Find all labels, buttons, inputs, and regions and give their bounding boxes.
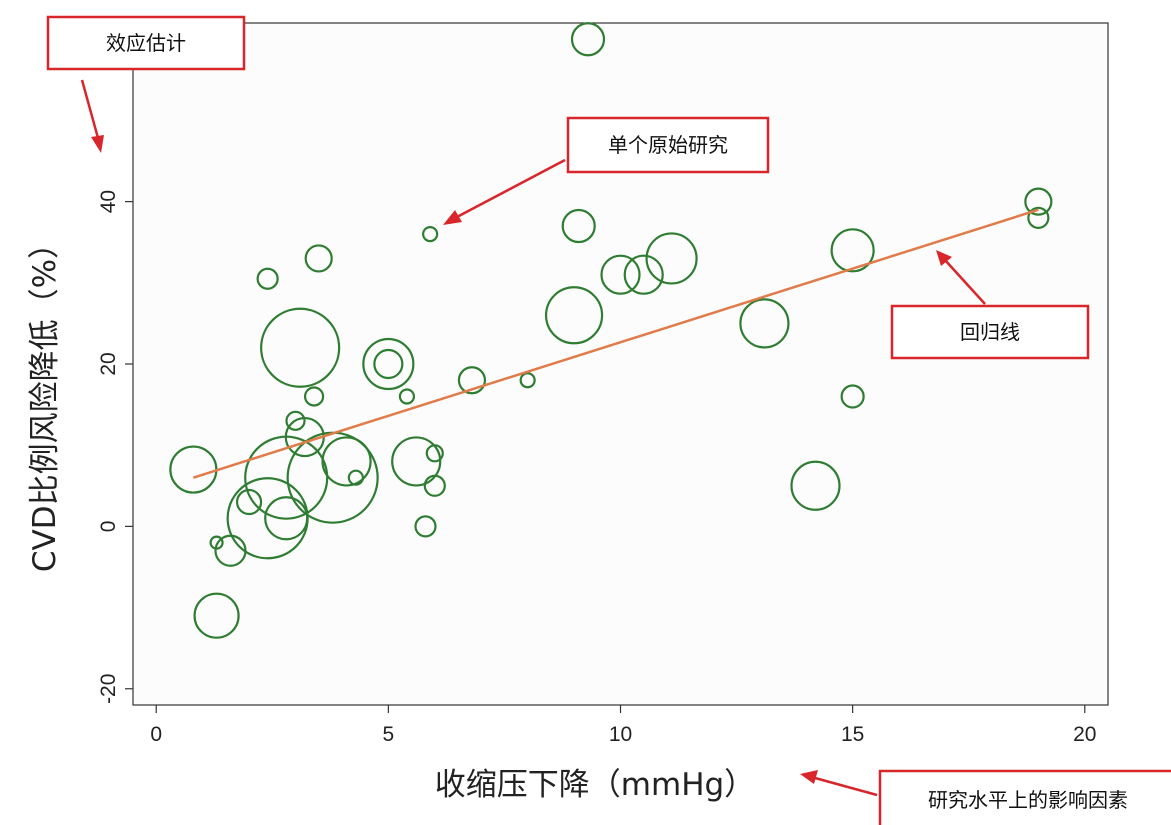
y-tick-label: 20	[97, 352, 120, 375]
study-bubble	[739, 298, 790, 349]
study-bubble	[645, 232, 698, 285]
study-bubble	[840, 384, 865, 409]
callout-regression-line: 回归线	[890, 250, 1090, 360]
study-bubble	[425, 444, 444, 463]
study-bubble	[256, 267, 279, 290]
y-axis: -20 0 20 40	[97, 190, 133, 704]
study-bubble	[830, 228, 875, 273]
callout-arrow	[944, 259, 986, 305]
callout-box	[878, 769, 1171, 825]
study-bubble	[244, 435, 329, 520]
x-axis-title: 收缩压下降（mmHg）	[435, 767, 755, 803]
study-bubble	[790, 460, 841, 511]
study-bubble	[235, 488, 263, 516]
y-axis-title: CVD比例风险降低（%）	[27, 228, 63, 572]
arrow-head	[91, 135, 104, 153]
study-bubble	[303, 386, 325, 407]
x-tick-label: 5	[383, 723, 395, 746]
study-bubble	[623, 254, 664, 295]
study-bubble	[321, 436, 372, 487]
study-bubble	[1024, 187, 1053, 216]
y-tick-label: -20	[97, 674, 120, 704]
x-tick-label: 10	[609, 723, 632, 746]
y-tick-label: 40	[97, 190, 120, 213]
study-bubble	[600, 254, 641, 295]
callout-arrow	[454, 158, 566, 220]
callout-study-level-factor: 研究水平上的影响因素	[800, 769, 1171, 825]
study-bubble	[398, 388, 416, 405]
y-tick-label: 0	[97, 521, 120, 533]
x-tick-label: 15	[841, 723, 864, 746]
regression-line	[192, 208, 1039, 479]
study-bubble	[362, 337, 415, 391]
study-bubble	[214, 534, 247, 567]
callout-box	[890, 304, 1090, 360]
callout-box	[46, 15, 246, 71]
x-axis: 0 5 10 15 20	[150, 705, 1096, 746]
arrow-head	[443, 210, 462, 225]
x-tick-label: 20	[1073, 723, 1096, 746]
study-bubble	[544, 286, 604, 345]
arrow-head	[936, 250, 952, 266]
study-bubble	[304, 244, 333, 273]
study-bubble	[423, 474, 446, 497]
study-bubble	[1027, 206, 1050, 229]
callout-arrow	[814, 776, 878, 797]
callout-arrow	[80, 79, 100, 139]
arrow-head	[800, 770, 818, 784]
callout-effect-estimate: 效应估计	[46, 15, 246, 153]
study-bubble	[561, 208, 596, 244]
callout-single-study: 单个原始研究	[443, 116, 770, 225]
callout-label: 效应估计	[106, 31, 186, 55]
callout-label: 单个原始研究	[608, 133, 728, 157]
study-bubble	[347, 469, 364, 486]
study-bubble	[422, 225, 439, 243]
bubble-series	[169, 22, 1053, 639]
study-bubble	[570, 22, 606, 57]
study-bubble	[391, 436, 442, 487]
callout-label: 回归线	[960, 320, 1020, 344]
study-bubble	[260, 307, 341, 388]
study-bubble	[285, 410, 306, 431]
study-bubble	[373, 348, 404, 380]
study-bubble	[457, 366, 487, 395]
study-bubble	[414, 515, 437, 538]
callout-label: 研究水平上的影响因素	[928, 788, 1128, 812]
callout-box	[566, 116, 770, 174]
study-bubble	[519, 372, 536, 389]
study-bubble	[193, 592, 240, 639]
study-bubble	[264, 496, 309, 541]
x-tick-label: 0	[150, 723, 162, 746]
